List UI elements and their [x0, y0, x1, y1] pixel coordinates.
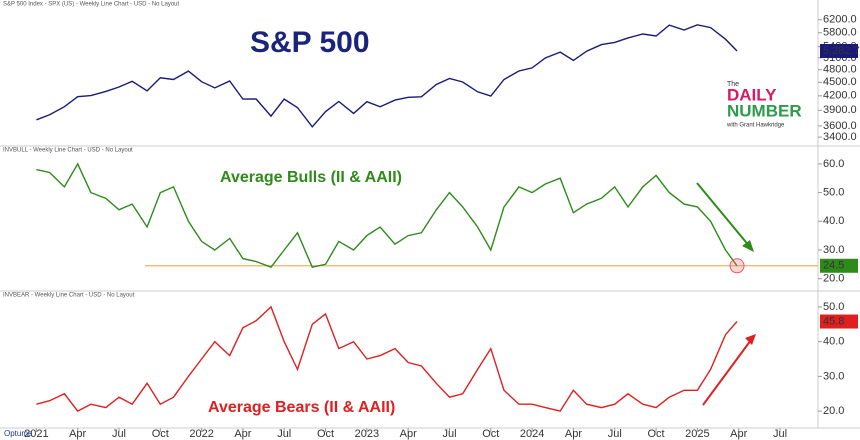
x-tick-label: 2023 [355, 428, 379, 440]
panel-header: S&P 500 Index - SPX (US) - Weekly Line C… [3, 2, 180, 8]
y-tick-label: 40.0 [823, 336, 844, 348]
x-tick-label: Jul [773, 428, 787, 440]
y-tick-label: 20.0 [823, 273, 844, 285]
x-tick-label: Jul [608, 428, 622, 440]
y-tick-label: 50.0 [823, 301, 844, 313]
logo-number: NUMBER [727, 101, 802, 120]
x-tick-label: Oct [317, 428, 334, 440]
y-tick-label: 50.0 [823, 187, 844, 199]
logo-the: The [727, 81, 739, 88]
annotation-arrow [702, 339, 752, 406]
x-tick-label: Oct [482, 428, 499, 440]
logo: The DAILY NUMBER with Grant Hawkridge [726, 81, 802, 129]
x-tick-label: 2024 [520, 428, 544, 440]
y-tick-label: 40.0 [823, 215, 844, 227]
logo-daily: DAILY [727, 85, 777, 104]
data-line [36, 162, 738, 269]
y-tick-label: 4500.0 [823, 76, 857, 88]
last-value-box [820, 314, 858, 329]
panel-title: Average Bulls (II & AAII) [220, 169, 402, 186]
x-tick-label: Oct [152, 428, 169, 440]
y-tick-label: 30.0 [823, 370, 844, 382]
x-tick-label: 2022 [189, 428, 213, 440]
y-tick-label: 30.0 [823, 244, 844, 256]
y-tick-label: 3900.0 [823, 104, 857, 116]
last-value-label: 5,282.7 [823, 45, 860, 57]
x-tick-label: 2021 [24, 428, 48, 440]
y-tick-label: 4800.0 [823, 64, 857, 76]
y-tick-label: 4200.0 [823, 90, 857, 102]
footer-logo: Optuma [4, 429, 33, 438]
x-tick-label: Jul [442, 428, 456, 440]
x-tick-label: Apr [730, 428, 747, 440]
x-tick-label: Jul [277, 428, 291, 440]
arrowhead [745, 334, 756, 345]
y-tick-label: 3400.0 [823, 131, 857, 143]
arrowhead [742, 240, 754, 252]
x-tick-label: 2025 [685, 428, 709, 440]
last-value-box [820, 44, 858, 59]
logo-byline: with Grant Hawkridge [726, 123, 785, 129]
panel-title: Average Bears (II & AAII) [208, 399, 395, 416]
x-tick-label: Jul [112, 428, 126, 440]
data-line [36, 305, 738, 412]
x-tick-label: Apr [565, 428, 582, 440]
y-tick-label: 60.0 [823, 158, 844, 170]
last-value-box [820, 258, 858, 273]
x-tick-label: Apr [234, 428, 251, 440]
x-tick-label: Apr [400, 428, 417, 440]
y-tick-label: 20.0 [823, 405, 844, 417]
data-line [36, 24, 738, 128]
y-tick-label: 3600.0 [823, 120, 857, 132]
last-value-label: 45.8 [823, 315, 844, 327]
highlight-circle [729, 258, 745, 274]
annotation-arrow [696, 182, 751, 248]
panel-header: INVBULL - Weekly Line Chart - USD - No L… [3, 148, 133, 154]
x-tick-label: Apr [69, 428, 86, 440]
panel-title: S&P 500 [250, 26, 370, 59]
y-tick-label: 6200.0 [823, 14, 857, 26]
y-tick-label: 5800.0 [823, 27, 857, 39]
x-tick-label: Oct [647, 428, 664, 440]
last-value-label: 24.5 [823, 260, 844, 272]
panel-header: INVBEAR - Weekly Line Chart - USD - No L… [3, 293, 135, 299]
